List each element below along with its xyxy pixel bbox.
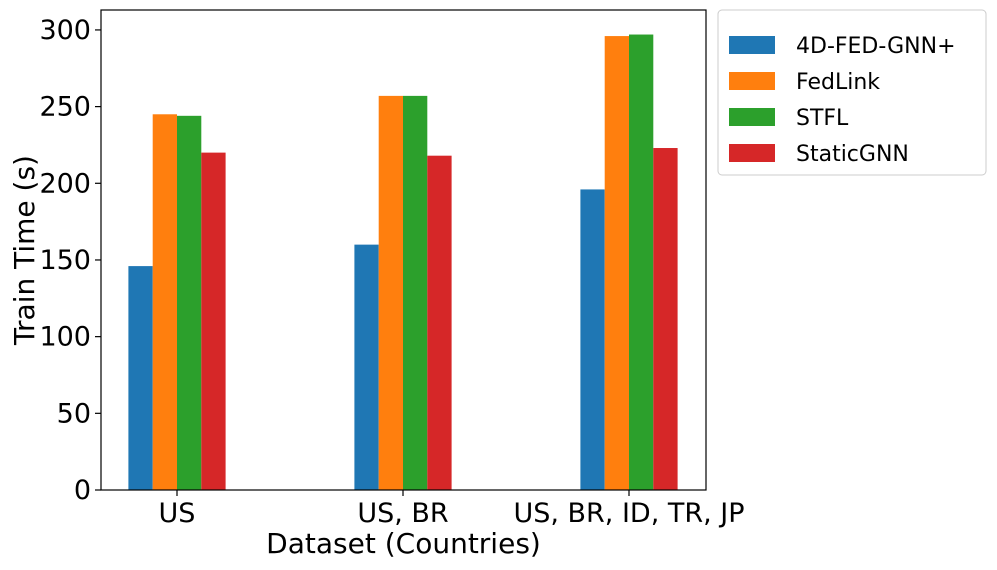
y-tick-label: 250 <box>39 92 91 123</box>
legend: 4D-FED-GNN+ FedLink STFL StaticGNN <box>717 9 987 176</box>
y-tick-label: 200 <box>39 168 91 199</box>
x-axis-ticks: US US, BR US, BR, ID, TR, JP <box>159 490 745 529</box>
y-axis-label: Train Time (s) <box>8 155 41 346</box>
y-tick-label: 0 <box>74 475 91 506</box>
legend-label: STFL <box>796 106 849 131</box>
x-tick-label: US, BR <box>357 498 448 529</box>
legend-swatch <box>729 72 775 90</box>
bar-staticgnn-0 <box>201 152 226 490</box>
bar-staticgnn-1 <box>427 155 452 491</box>
y-tick-label: 300 <box>39 15 91 46</box>
y-tick-label: 50 <box>57 398 91 429</box>
bar-stfl-1 <box>403 95 428 490</box>
y-axis-ticks: 0 50 100 150 200 250 300 <box>39 15 101 506</box>
bar-stfl-0 <box>177 115 202 490</box>
legend-label: 4D-FED-GNN+ <box>796 34 956 59</box>
legend-swatch <box>729 36 775 54</box>
x-tick-label: US <box>159 498 196 529</box>
x-tick-label: US, BR, ID, TR, JP <box>513 498 744 529</box>
bar-fedlink-0 <box>152 114 177 490</box>
legend-box <box>717 9 987 176</box>
bar-stfl-2 <box>629 34 654 490</box>
legend-label: StaticGNN <box>796 142 909 167</box>
bar-fedlink-2 <box>604 36 629 491</box>
bar-fedlink-1 <box>378 95 403 490</box>
bar-4d-fed-gnn-2 <box>580 189 605 490</box>
legend-label: FedLink <box>796 70 880 95</box>
legend-swatch <box>729 144 775 162</box>
y-tick-label: 150 <box>39 245 91 276</box>
bars <box>128 34 678 491</box>
y-tick-label: 100 <box>39 322 91 353</box>
bar-staticgnn-2 <box>653 148 678 490</box>
bar-4d-fed-gnn-1 <box>354 244 379 490</box>
bar-4d-fed-gnn-0 <box>128 266 153 490</box>
x-axis-label: Dataset (Countries) <box>266 527 541 560</box>
legend-swatch <box>729 108 775 126</box>
